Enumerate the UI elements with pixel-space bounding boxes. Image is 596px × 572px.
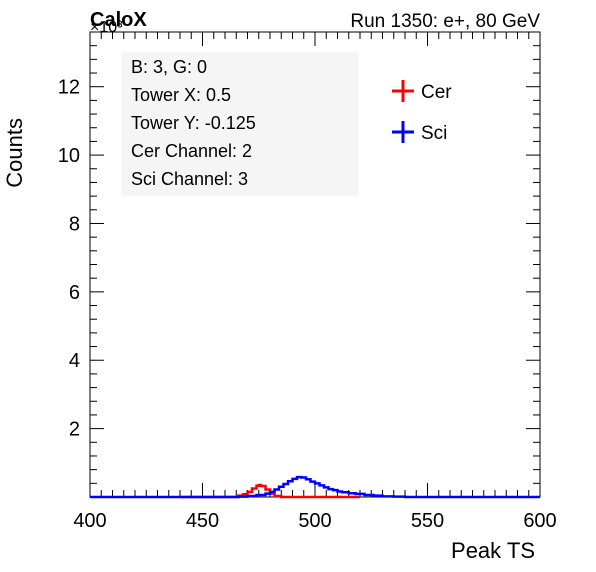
- y-tick-label: 8: [69, 213, 80, 235]
- x-axis-label: Peak TS: [451, 538, 535, 563]
- info-line-tower-x: Tower X: 0.5: [131, 85, 231, 105]
- tick-labels: 400 450 500 550 600 2 4 6 8 10 12: [58, 77, 557, 532]
- y-tick-label: 12: [58, 77, 80, 99]
- series-sci-line: [90, 475, 540, 499]
- info-box: B: 3, G: 0 Tower X: 0.5 Tower Y: -0.125 …: [122, 52, 358, 196]
- y-tick-label: 10: [58, 145, 80, 167]
- y-tick-label: 4: [69, 350, 80, 372]
- tick-marks: [89, 32, 541, 497]
- x-tick-label: 550: [411, 510, 444, 532]
- x-tick-label: 450: [186, 510, 219, 532]
- legend: Cer Sci: [392, 80, 452, 144]
- info-box-background: [122, 52, 358, 196]
- info-line-tower-y: Tower Y: -0.125: [131, 113, 256, 133]
- series-layer: [90, 475, 540, 499]
- run-info: Run 1350: e+, 80 GeV: [350, 11, 540, 32]
- multiplier-label: ×10³: [90, 19, 123, 36]
- y-axis-label: Counts: [2, 118, 27, 188]
- x-tick-label: 400: [73, 510, 106, 532]
- info-line-board: B: 3, G: 0: [131, 57, 207, 77]
- info-line-sci-channel: Sci Channel: 3: [131, 169, 248, 189]
- info-line-cer-channel: Cer Channel: 2: [131, 141, 252, 161]
- legend-marker-cer: [392, 80, 414, 102]
- legend-label-sci: Sci: [421, 123, 447, 144]
- y-tick-label: 2: [69, 419, 80, 441]
- calox-logo: CaloX: [90, 9, 147, 31]
- x-tick-label: 600: [523, 510, 556, 532]
- legend-marker-sci: [392, 121, 414, 143]
- legend-label-cer: Cer: [421, 82, 452, 103]
- x-tick-label: 500: [298, 510, 331, 532]
- y-tick-label: 6: [69, 282, 80, 304]
